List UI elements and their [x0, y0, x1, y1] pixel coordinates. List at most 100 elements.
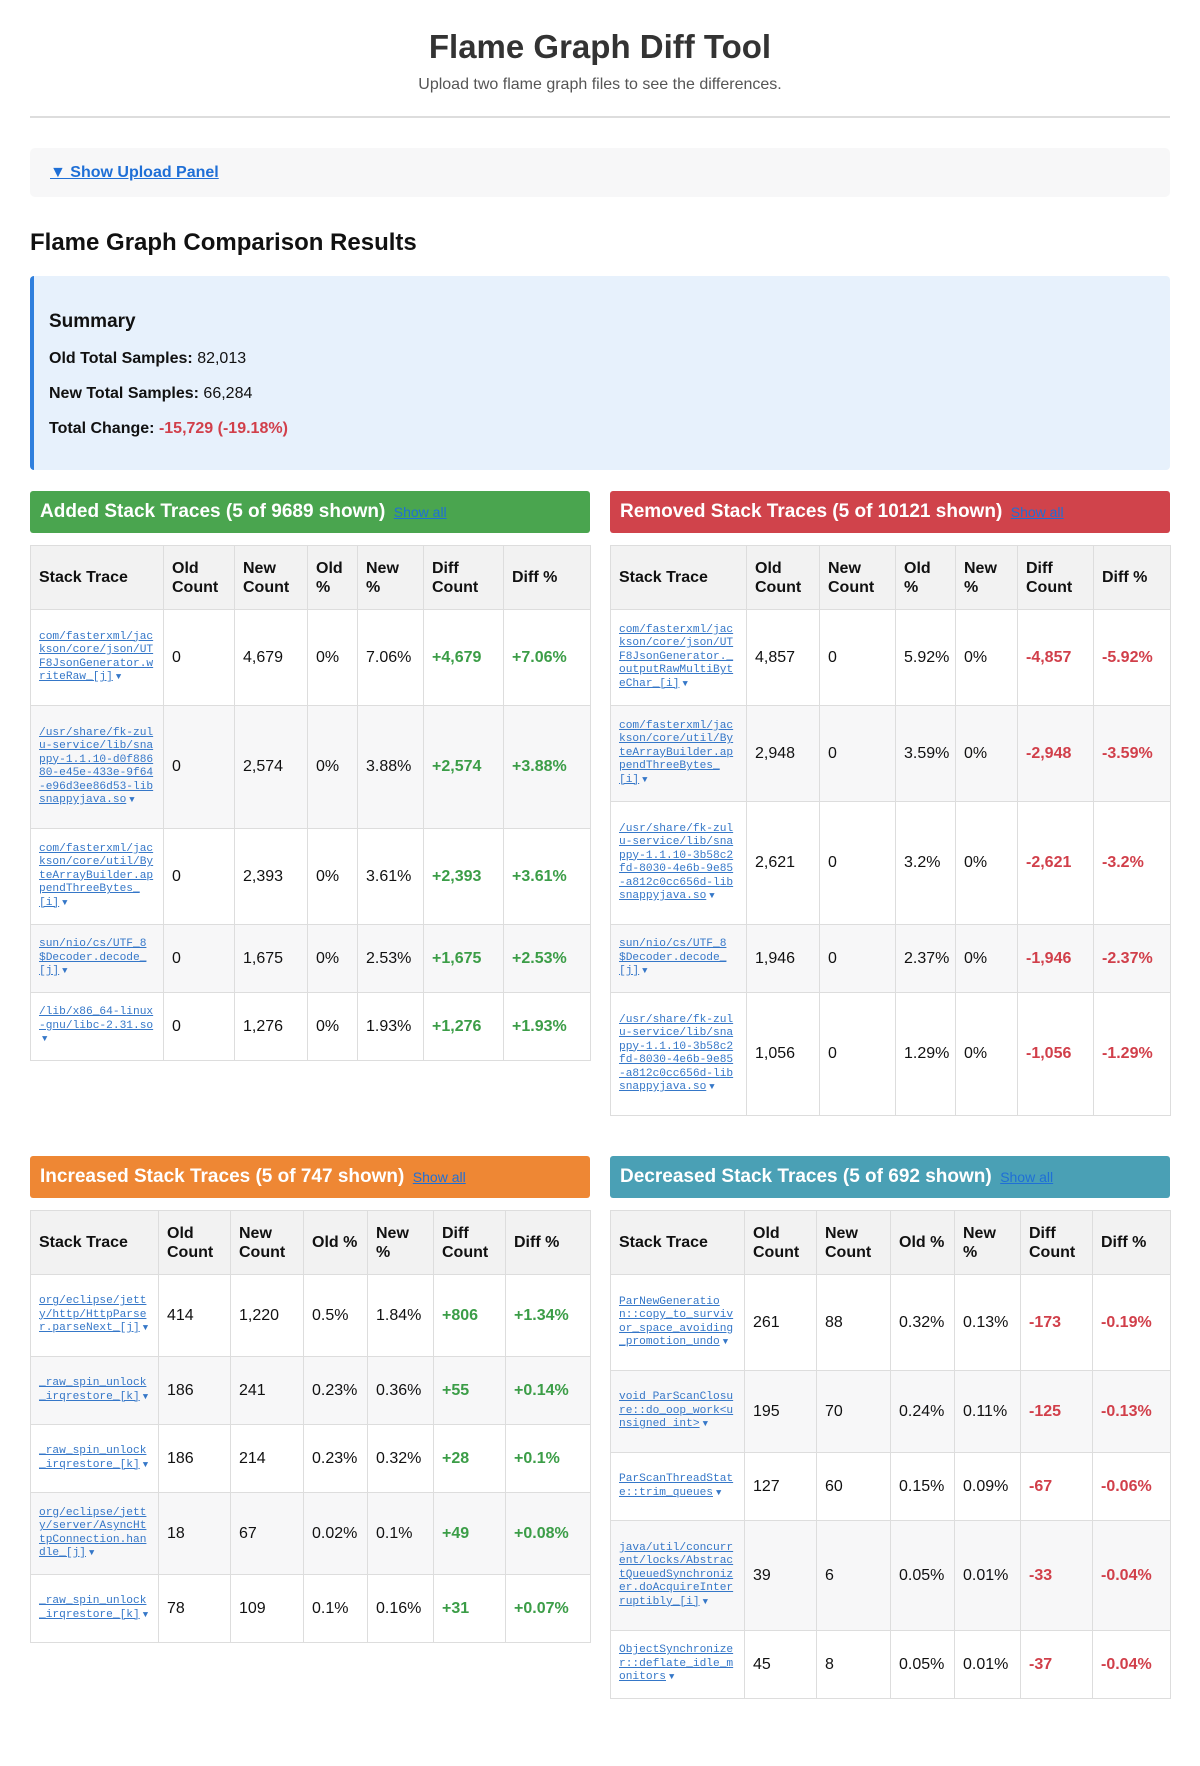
expand-icon[interactable]: ▼	[702, 1419, 708, 1430]
col-old-count[interactable]: Old Count	[744, 1210, 817, 1275]
expand-icon[interactable]: ▼	[669, 1672, 675, 1683]
stack-trace-link[interactable]: java/util/concurrent/locks/AbstractQueue…	[619, 1541, 734, 1608]
expand-icon[interactable]: ▼	[722, 1337, 729, 1347]
expand-icon[interactable]: ▼	[115, 672, 122, 682]
old-count-cell: 0	[163, 828, 235, 925]
expand-icon[interactable]: ▼	[89, 1548, 95, 1558]
expand-icon[interactable]: ▼	[142, 1609, 149, 1620]
col-new-count[interactable]: New Count	[234, 545, 308, 610]
col-old-count[interactable]: Old Count	[158, 1210, 231, 1275]
expand-icon[interactable]: ▼	[62, 966, 68, 977]
col-old-count[interactable]: Old Count	[746, 545, 820, 610]
col-new-count[interactable]: New Count	[230, 1210, 304, 1275]
col-stack-trace[interactable]: Stack Trace	[610, 1210, 745, 1275]
col-new-pct[interactable]: New %	[367, 1210, 434, 1275]
decreased-show-all-link[interactable]: Show all	[1000, 1169, 1054, 1185]
stack-trace-link[interactable]: ParScanThreadState::trim_queues	[619, 1473, 734, 1499]
col-diff-pct[interactable]: Diff %	[505, 1210, 591, 1275]
col-diff-pct[interactable]: Diff %	[503, 545, 591, 610]
new-pct-cell: 7.06%	[357, 609, 424, 706]
increased-show-all-link[interactable]: Show all	[412, 1169, 466, 1185]
old-total-label: Old Total Samples:	[49, 350, 193, 367]
col-old-pct[interactable]: Old %	[890, 1210, 955, 1275]
added-section-title: Added Stack Traces (5 of 9689 shown)	[40, 501, 386, 522]
col-stack-trace[interactable]: Stack Trace	[30, 1210, 159, 1275]
stack-trace-link[interactable]: _raw_spin_unlock_irqrestore_[k]	[39, 1445, 147, 1471]
show-upload-panel-link[interactable]: ▼ Show Upload Panel	[50, 164, 219, 181]
new-count-cell: 6	[816, 1520, 891, 1631]
old-count-cell: 4,857	[746, 609, 820, 706]
expand-icon[interactable]: ▼	[716, 1487, 722, 1498]
col-stack-trace[interactable]: Stack Trace	[30, 545, 164, 610]
stack-trace-cell: sun/nio/cs/UTF_8$Decoder.decode_[j] ▼	[610, 924, 747, 993]
stack-trace-link[interactable]: _raw_spin_unlock_irqrestore_[k]	[39, 1377, 147, 1403]
expand-icon[interactable]: ▼	[642, 966, 648, 977]
expand-icon[interactable]: ▼	[142, 1459, 149, 1470]
old-pct-cell: 0.32%	[890, 1274, 955, 1371]
col-diff-pct[interactable]: Diff %	[1093, 545, 1171, 610]
col-old-pct[interactable]: Old %	[307, 545, 358, 610]
expand-icon[interactable]: ▼	[709, 891, 715, 901]
stack-trace-link[interactable]: org/eclipse/jetty/server/AsyncHttpConnec…	[39, 1506, 147, 1560]
expand-icon[interactable]: ▼	[62, 897, 68, 908]
added-show-all-link[interactable]: Show all	[393, 504, 447, 520]
stack-trace-link[interactable]: /usr/share/fk-zulu-service/lib/snappy-1.…	[39, 726, 154, 807]
expand-icon[interactable]: ▼	[709, 1082, 715, 1092]
col-old-count[interactable]: Old Count	[163, 545, 235, 610]
new-count-cell: 70	[816, 1370, 891, 1453]
col-diff-count[interactable]: Diff Count	[1017, 545, 1094, 610]
expand-icon[interactable]: ▼	[129, 795, 135, 805]
removed-show-all-link[interactable]: Show all	[1010, 504, 1064, 520]
total-change-value: -15,729 (-19.18%)	[158, 420, 288, 437]
diff-count-cell: +55	[433, 1356, 506, 1425]
total-change-row: Total Change: -15,729 (-19.18%)	[49, 418, 1170, 439]
old-total-value: 82,013	[197, 350, 247, 367]
stack-trace-link[interactable]: org/eclipse/jetty/http/HttpParser.parseN…	[39, 1295, 147, 1335]
stack-trace-link[interactable]: com/fasterxml/jackson/core/util/ByteArra…	[39, 842, 154, 909]
stack-trace-cell: _raw_spin_unlock_irqrestore_[k] ▼	[30, 1356, 159, 1425]
new-pct-cell: 0%	[955, 992, 1018, 1116]
expand-icon[interactable]: ▼	[142, 1391, 149, 1402]
stack-trace-link[interactable]: ParNewGeneration::copy_to_survivor_space…	[619, 1295, 734, 1349]
old-pct-cell: 0.02%	[303, 1492, 368, 1575]
new-pct-cell: 0.1%	[367, 1492, 434, 1575]
table-row: ParScanThreadState::trim_queues ▼ 127 60 …	[610, 1452, 1171, 1521]
stack-trace-link[interactable]: _raw_spin_unlock_irqrestore_[k]	[39, 1595, 147, 1621]
expand-icon[interactable]: ▼	[42, 1034, 48, 1045]
old-count-cell: 0	[163, 609, 235, 706]
old-count-cell: 195	[744, 1370, 817, 1453]
col-new-pct[interactable]: New %	[955, 545, 1018, 610]
col-diff-count[interactable]: Diff Count	[423, 545, 504, 610]
col-new-pct[interactable]: New %	[954, 1210, 1021, 1275]
removed-section-header: Removed Stack Traces (5 of 10121 shown) …	[610, 491, 1170, 533]
stack-trace-link[interactable]: /usr/share/fk-zulu-service/lib/snappy-1.…	[619, 822, 734, 903]
stack-trace-link[interactable]: /usr/share/fk-zulu-service/lib/snappy-1.…	[619, 1013, 734, 1094]
expand-icon[interactable]: ▼	[642, 774, 648, 785]
stack-trace-link[interactable]: sun/nio/cs/UTF_8$Decoder.decode_[j]	[619, 938, 727, 978]
new-pct-cell: 0.09%	[954, 1452, 1021, 1521]
col-diff-pct[interactable]: Diff %	[1092, 1210, 1171, 1275]
col-new-count[interactable]: New Count	[819, 545, 896, 610]
stack-trace-link[interactable]: com/fasterxml/jackson/core/json/UTF8Json…	[39, 630, 154, 684]
expand-icon[interactable]: ▼	[702, 1596, 708, 1607]
stack-trace-link[interactable]: /lib/x86_64-linux-gnu/libc-2.31.so	[39, 1006, 154, 1032]
new-pct-cell: 0.11%	[954, 1370, 1021, 1453]
col-stack-trace[interactable]: Stack Trace	[610, 545, 747, 610]
col-old-pct[interactable]: Old %	[895, 545, 956, 610]
new-pct-cell: 0.36%	[367, 1356, 434, 1425]
col-new-pct[interactable]: New %	[357, 545, 424, 610]
table-row: _raw_spin_unlock_irqrestore_[k] ▼ 78 109 …	[30, 1574, 591, 1643]
col-diff-count[interactable]: Diff Count	[433, 1210, 506, 1275]
stack-trace-link[interactable]: sun/nio/cs/UTF_8$Decoder.decode_[j]	[39, 938, 147, 978]
expand-icon[interactable]: ▼	[682, 678, 688, 689]
stack-trace-link[interactable]: com/fasterxml/jackson/core/util/ByteArra…	[619, 719, 734, 786]
old-count-cell: 78	[158, 1574, 231, 1643]
col-new-count[interactable]: New Count	[816, 1210, 891, 1275]
stack-trace-link[interactable]: ObjectSynchronizer::deflate_idle_monitor…	[619, 1644, 734, 1684]
col-old-pct[interactable]: Old %	[303, 1210, 368, 1275]
expand-icon[interactable]: ▼	[142, 1323, 149, 1334]
stack-trace-link[interactable]: com/fasterxml/jackson/core/json/UTF8Json…	[619, 623, 734, 690]
col-diff-count[interactable]: Diff Count	[1020, 1210, 1093, 1275]
diff-count-cell: +2,574	[423, 705, 504, 829]
stack-trace-link[interactable]: void ParScanClosure::do_oop_work<unsigne…	[619, 1391, 734, 1431]
